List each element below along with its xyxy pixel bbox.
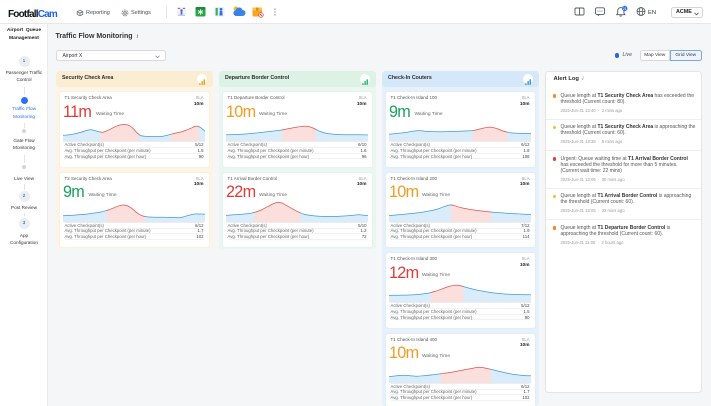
svg-text:EN: EN: [648, 10, 656, 16]
svg-text:21: 21: [623, 7, 627, 11]
